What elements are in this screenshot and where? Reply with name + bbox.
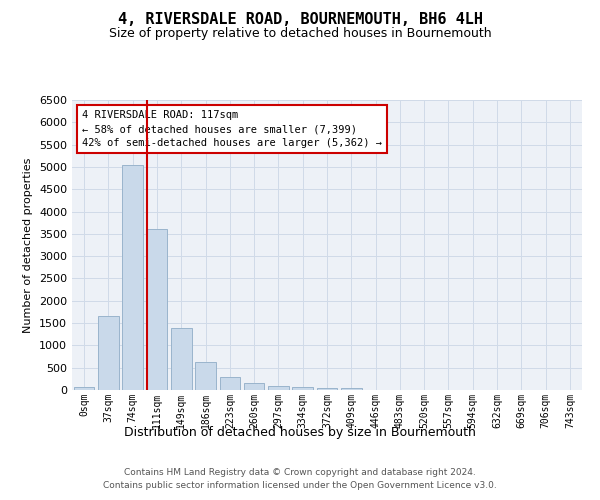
Bar [195,362,216,390]
Text: Size of property relative to detached houses in Bournemouth: Size of property relative to detached ho… [109,28,491,40]
Text: 4, RIVERSDALE ROAD, BOURNEMOUTH, BH6 4LH: 4, RIVERSDALE ROAD, BOURNEMOUTH, BH6 4LH [118,12,482,28]
Bar [341,388,362,390]
Bar [220,377,240,390]
Bar [292,386,313,390]
Bar [317,388,337,390]
Bar [244,384,265,390]
Text: Contains public sector information licensed under the Open Government Licence v3: Contains public sector information licen… [103,480,497,490]
Bar [74,386,94,390]
Text: Contains HM Land Registry data © Crown copyright and database right 2024.: Contains HM Land Registry data © Crown c… [124,468,476,477]
Bar [171,328,191,390]
Bar [122,164,143,390]
Y-axis label: Number of detached properties: Number of detached properties [23,158,34,332]
Bar [146,230,167,390]
Text: Distribution of detached houses by size in Bournemouth: Distribution of detached houses by size … [124,426,476,439]
Text: 4 RIVERSDALE ROAD: 117sqm
← 58% of detached houses are smaller (7,399)
42% of se: 4 RIVERSDALE ROAD: 117sqm ← 58% of detac… [82,110,382,148]
Bar [268,386,289,390]
Bar [98,316,119,390]
